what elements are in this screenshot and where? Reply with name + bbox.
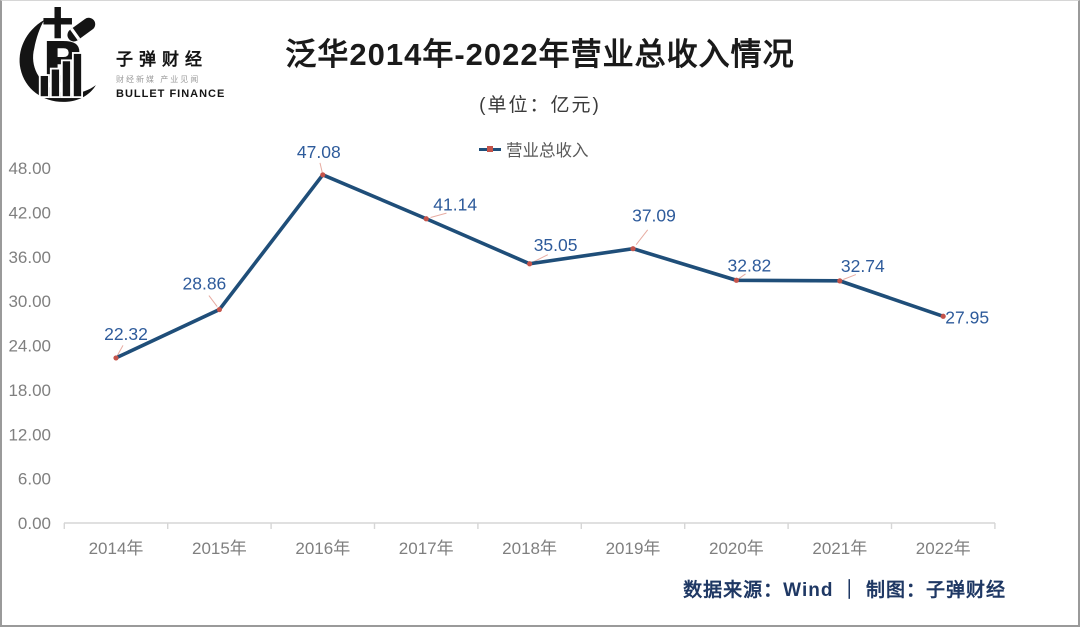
data-point-marker [940,313,946,319]
x-axis-category-label: 2019年 [606,539,661,558]
legend-series-label: 营业总收入 [506,142,589,160]
brand-name: 子弹财经 [116,50,208,69]
page-title: 泛华2014年-2022年营业总收入情况 [285,37,795,72]
data-point-label: 37.09 [632,206,676,226]
data-point-marker [837,278,843,284]
y-axis-tick-label: 36.00 [8,248,51,267]
x-axis-category-label: 2021年 [812,539,867,558]
data-label-leader-line [533,254,549,263]
brand-tagline: 财经新媒 产业见闻 [116,75,201,84]
logo-swoosh-shape [19,19,96,102]
data-point-marker [216,306,222,313]
data-label-leader-line [208,295,218,307]
x-axis-category-label: 2022年 [916,539,971,558]
data-point-label: 32.82 [728,255,772,275]
logo-bar-chart-icon [38,52,83,99]
data-point-label: 41.14 [433,195,477,215]
data-point-marker [113,355,119,361]
x-axis-category-label: 2018年 [502,539,557,558]
x-axis-category-label: 2017年 [399,539,454,558]
brand-text-block: 子弹财经 财经新媒 产业见闻 BULLET FINANCE [116,45,225,100]
data-point-marker [733,277,740,283]
x-axis-category-label: 2020年 [709,539,764,558]
y-axis-tick-label: 6.00 [18,470,51,489]
brand-logo: B 子弹财经 财经新媒 产业见闻 BULLET FINANCE [14,7,225,110]
y-axis-tick-label: 42.00 [8,203,51,222]
data-label-leader-line [738,273,746,280]
data-point-label: 47.08 [297,142,341,162]
logo-cross-horizontal [43,18,72,25]
data-point-marker [630,246,636,252]
data-point-label: 28.86 [183,274,227,294]
legend-point-marker-icon [487,146,493,152]
chart-legend: 营业总收入 [479,137,589,161]
y-axis-tick-label: 0.00 [18,514,51,533]
unit-label: (单位：亿元) [479,95,601,116]
data-point-label: 22.32 [104,324,148,344]
x-axis-category-label: 2014年 [89,539,144,558]
y-axis-tick-label: 12.00 [8,425,51,444]
data-label-leader-line [843,274,857,280]
data-point-label: 32.74 [841,256,885,276]
data-point-label: 35.05 [534,235,578,255]
y-axis-tick-label: 30.00 [8,292,51,311]
y-axis-tick-label: 18.00 [8,381,51,400]
source-credit: 数据来源：Wind ｜ 制图：子弹财经 [683,580,1006,601]
x-axis-category-label: 2016年 [295,539,350,558]
data-point-label: 27.95 [945,307,989,327]
bullet-icon [67,17,96,42]
data-point-marker [527,261,533,267]
data-label-leader-line [430,212,447,219]
data-point-marker [320,172,326,178]
data-point-marker [423,216,429,222]
data-label-leader-line [635,229,649,245]
legend-line-marker-icon [479,146,501,152]
y-axis-tick-label: 24.00 [8,337,51,356]
brand-name-en: BULLET FINANCE [116,88,226,100]
x-axis-category-label: 2015年 [192,539,247,558]
y-axis-tick-label: 48.00 [8,159,51,178]
data-label-leader-line [319,162,323,173]
bullet-finance-logo-icon: B [19,7,96,102]
data-label-leader-line [117,345,124,356]
